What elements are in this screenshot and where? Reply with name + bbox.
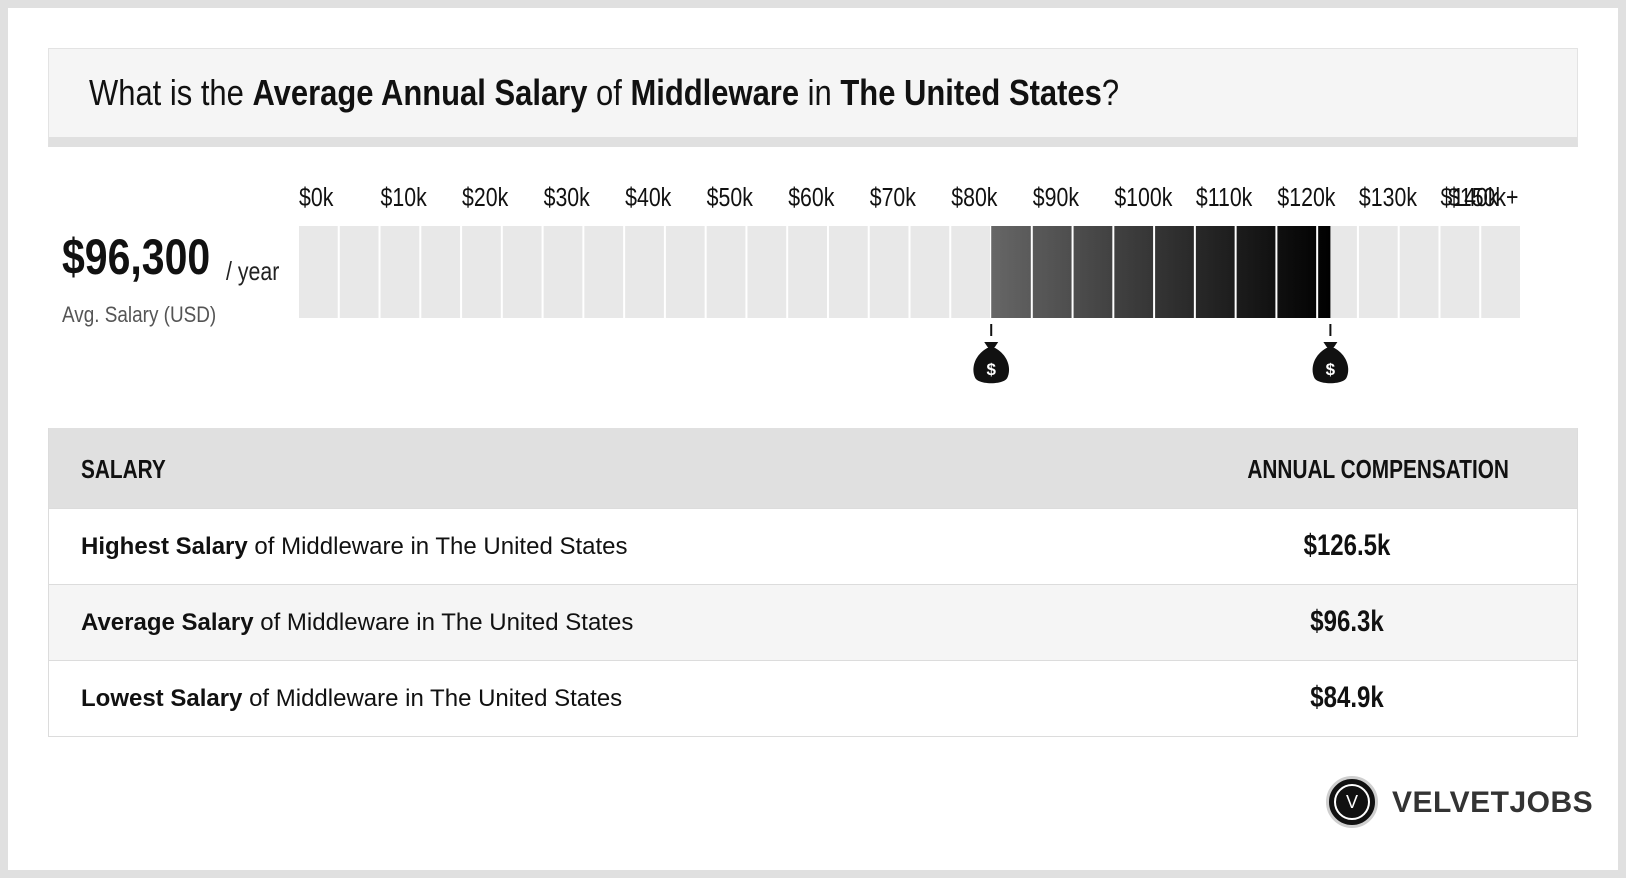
header-salary: SALARY: [81, 454, 166, 484]
header-annual-compensation: ANNUAL COMPENSATION: [1247, 454, 1509, 484]
bar-segment: [1399, 226, 1439, 318]
bar-segment: [828, 226, 868, 318]
title-bar: What is the Average Annual Salary of Mid…: [48, 48, 1578, 147]
bar-segment: [1358, 226, 1398, 318]
tick-label: $120k: [1277, 183, 1335, 213]
row-value: $96.3k: [1310, 605, 1384, 638]
tick-label: $10k: [381, 183, 427, 213]
svg-text:$: $: [1326, 360, 1336, 379]
row-label: Highest Salary of Middleware in The Unit…: [81, 533, 628, 560]
tick-label: $40k: [625, 183, 671, 213]
bar-segment: [299, 226, 338, 318]
tick-label: $140k: [1440, 183, 1498, 213]
average-salary-value: $96,300: [62, 229, 211, 285]
segment-divider: [1275, 226, 1278, 318]
bar-segment: [421, 226, 461, 318]
segment-divider: [1234, 226, 1237, 318]
average-salary-block: $96,300 / year Avg. Salary (USD): [62, 229, 279, 327]
salary-card: What is the Average Annual Salary of Mid…: [8, 8, 1618, 870]
bar-segment: [951, 226, 991, 318]
segment-divider: [1193, 226, 1196, 318]
segment-divider: [1071, 226, 1074, 318]
bar-segment: [380, 226, 420, 318]
svg-text:$: $: [986, 360, 996, 379]
segment-divider: [1153, 226, 1156, 318]
tick-label: $90k: [1033, 183, 1079, 213]
table-row-lowest: Lowest Salary of Middleware in The Unite…: [49, 660, 1577, 736]
salary-range-chart: $0k $10k $20k $30k $40k $50k $60k $70k $80k $90k $…: [299, 183, 1520, 384]
tick-label: $110k: [1196, 183, 1253, 213]
tick-label: $150k+: [1448, 183, 1519, 213]
table-row-highest: Highest Salary of Middleware in The Unit…: [49, 508, 1577, 584]
segment-divider: [1112, 226, 1115, 318]
bar-segment: [747, 226, 787, 318]
salary-range-bar: [991, 226, 1331, 318]
bar-segment: [788, 226, 827, 318]
row-label: Average Salary of Middleware in The Unit…: [81, 609, 634, 636]
tick-label: $30k: [544, 183, 590, 213]
salary-table: SALARY ANNUAL COMPENSATION Highest Salar…: [48, 428, 1578, 737]
bar-segment: [462, 226, 501, 318]
average-salary-unit: / year: [226, 256, 280, 286]
segment-divider: [1030, 226, 1033, 318]
bar-segment: [706, 226, 746, 318]
tick-label: $20k: [462, 183, 508, 213]
bar-segment: [1440, 226, 1480, 318]
tick-label: $0k: [299, 183, 333, 213]
table-header: SALARY ANNUAL COMPENSATION: [49, 428, 1577, 508]
low-marker-money-bag-icon: $: [973, 324, 1010, 384]
average-salary-label: Avg. Salary (USD): [62, 302, 217, 327]
bar-segment: [584, 226, 624, 318]
high-marker-money-bag-icon: $: [1312, 324, 1349, 384]
segment-divider: [1316, 226, 1319, 318]
tick-label: $80k: [951, 183, 997, 213]
bar-segment: [625, 226, 664, 318]
bar-segment: [1481, 226, 1520, 318]
tick-label: $50k: [707, 183, 753, 213]
tick-label: $60k: [788, 183, 834, 213]
row-value: $84.9k: [1310, 681, 1384, 714]
logo-text: VELVETJOBS: [1392, 786, 1594, 819]
bar-segment: [543, 226, 583, 318]
bar-segment: [665, 226, 705, 318]
bar-segment: [502, 226, 542, 318]
tick-label: $100k: [1114, 183, 1172, 213]
table-row-average: Average Salary of Middleware in The Unit…: [49, 584, 1577, 660]
tick-label: $130k: [1359, 183, 1417, 213]
page-title: What is the Average Annual Salary of Mid…: [89, 72, 1120, 113]
bar-segment: [869, 226, 909, 318]
logo-badge-icon: V: [1326, 776, 1378, 828]
tick-label: $70k: [870, 183, 916, 213]
bar-segment: [339, 226, 379, 318]
row-label: Lowest Salary of Middleware in The Unite…: [81, 685, 623, 712]
bar-segment: [910, 226, 950, 318]
row-value: $126.5k: [1303, 529, 1391, 562]
